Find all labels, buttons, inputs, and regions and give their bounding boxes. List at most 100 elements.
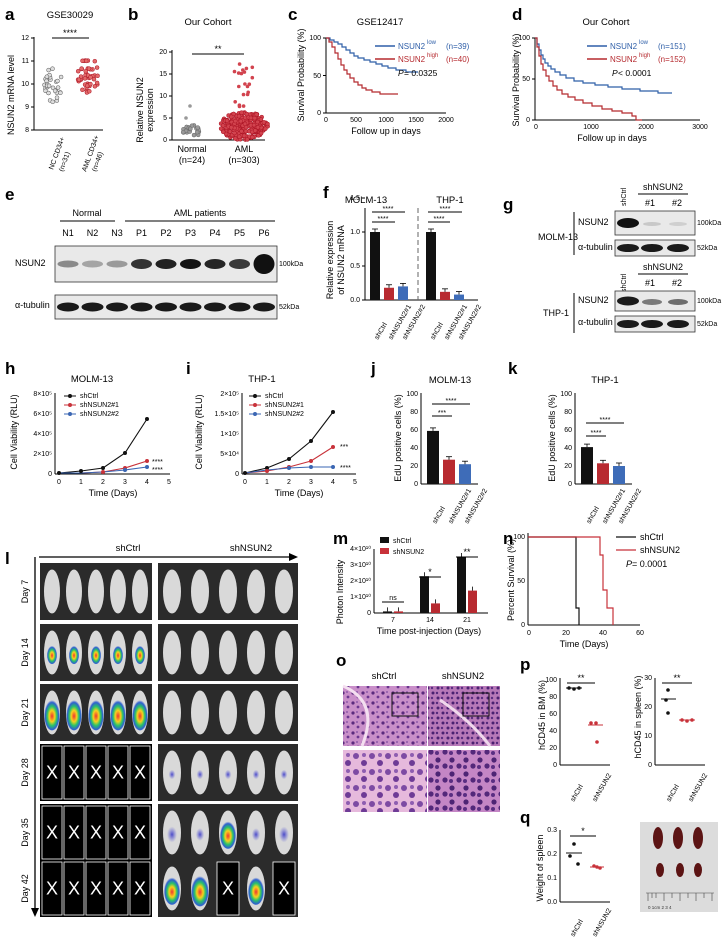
bar: [440, 291, 450, 300]
svg-text:4×10⁵: 4×10⁵: [33, 431, 52, 438]
svg-text:0: 0: [527, 630, 531, 637]
svg-text:1.5: 1.5: [350, 195, 360, 202]
panel-e-letter: e: [5, 185, 14, 204]
bar: [383, 611, 392, 613]
svg-text:**: **: [577, 673, 585, 683]
svg-text:100kDa: 100kDa: [697, 220, 721, 227]
data-point: [237, 62, 242, 66]
panel-l: l shCtrl shNSUN2 Day 7 Day 14 Day 21 Day 28…: [5, 543, 298, 917]
dead-mouse: [85, 861, 107, 916]
data-point: [95, 73, 100, 79]
panel-e-normal: Normal: [72, 208, 101, 218]
data-point: [239, 110, 244, 115]
svg-text:2: 2: [287, 479, 291, 486]
svg-text:100: 100: [513, 534, 525, 541]
panel-f-cell2: THP-1: [436, 195, 463, 206]
panel-l-letter: l: [5, 549, 10, 568]
svg-text:shNSUN2: shNSUN2: [592, 907, 614, 938]
bioluminescence: [247, 876, 265, 905]
data-point: [94, 80, 100, 86]
data-point: [86, 66, 92, 71]
svg-text:0: 0: [568, 481, 572, 488]
svg-text:1.0: 1.0: [350, 229, 360, 236]
bioluminescence: [219, 820, 237, 849]
dead-mark: X: [90, 823, 102, 843]
data-point: [245, 137, 250, 142]
dead-mouse: [107, 745, 129, 800]
data-point: [233, 118, 238, 124]
svg-text:shCtrl: shCtrl: [570, 783, 585, 803]
data-point: [244, 111, 250, 117]
svg-text:2000: 2000: [638, 124, 654, 131]
dead-mark: X: [68, 879, 80, 899]
bar-label: shCtrl: [432, 505, 447, 525]
spleens: [653, 827, 703, 877]
data-point: [58, 90, 63, 96]
panel-n-letter: n: [503, 529, 513, 548]
band: [155, 259, 177, 269]
svg-text:5: 5: [163, 115, 167, 122]
svg-text:= 0.0325: = 0.0325: [404, 68, 438, 78]
svg-text:1: 1: [265, 479, 269, 486]
dead-mark: X: [46, 823, 58, 843]
svg-text:1000: 1000: [378, 117, 394, 124]
lane-label: P3: [185, 228, 196, 238]
panel-p-ylabel-2: hCD45 in spleen (%): [633, 675, 643, 758]
dead-mark: X: [46, 879, 58, 899]
band: [253, 302, 275, 312]
dead-mouse: [107, 861, 129, 916]
panel-j-letter: j: [370, 359, 376, 378]
data-point: [43, 88, 48, 94]
data-point: [241, 104, 246, 108]
data-point: [255, 125, 261, 130]
data-point: [255, 119, 260, 125]
panel-k-title: THP-1: [591, 375, 618, 386]
panel-g-shnsun2-1: shNSUN2: [643, 182, 683, 192]
data-point: [46, 83, 52, 89]
svg-text:2000: 2000: [438, 117, 454, 124]
svg-text:shCtrl: shCtrl: [80, 393, 99, 400]
lane-label: P6: [258, 228, 269, 238]
svg-text:0: 0: [48, 471, 52, 478]
dead-mark: X: [278, 879, 290, 899]
dead-mark: X: [222, 879, 234, 899]
band: [229, 259, 250, 269]
panel-e-bands-nsun2: [57, 254, 275, 274]
bar: [398, 286, 408, 300]
svg-text:(n=40): (n=40): [446, 55, 470, 64]
panel-j-ylabel: EdU positive cells (%): [393, 394, 403, 482]
svg-text:α-tubulin: α-tubulin: [578, 242, 613, 252]
bar: [457, 557, 466, 613]
svg-text:#2: #2: [672, 198, 682, 208]
dead-mouse: [63, 805, 85, 860]
svg-text:*: *: [428, 567, 432, 577]
panel-f-yticks: 0.0 0.5 1.0 1.5: [350, 195, 365, 304]
dead-mouse: [41, 861, 63, 916]
svg-text:15: 15: [159, 71, 167, 78]
svg-text:1×10⁵: 1×10⁵: [220, 431, 239, 438]
data-point: [265, 121, 270, 127]
svg-text:100: 100: [560, 391, 572, 398]
data-point: [227, 129, 233, 134]
panel-e-lanes: N1 N2 N3 P1 P2 P3 P4 P5 P6: [62, 228, 269, 238]
svg-text:0.1: 0.1: [547, 875, 557, 882]
bar: [459, 464, 471, 484]
svg-text:100kDa: 100kDa: [697, 298, 721, 305]
panel-m-ylabel: Photon Intensity: [335, 559, 345, 624]
data-point: [237, 84, 241, 89]
dead-mark: X: [134, 823, 146, 843]
svg-text:60: 60: [636, 630, 644, 637]
band: [180, 259, 201, 269]
lane-label: N1: [62, 228, 74, 238]
data-point: [50, 99, 55, 105]
panel-n: n Percent Survival (%) 0 50 100 0 20 40 …: [503, 529, 680, 649]
svg-text:0: 0: [243, 479, 247, 486]
panel-h: h MOLM-13 Cell Viability (RLU) 0 2×10⁵ 4…: [5, 359, 171, 498]
data-point: [88, 75, 93, 80]
dead-mouse: [129, 861, 151, 916]
svg-text:****: ****: [446, 398, 457, 405]
bioluminescence: [68, 644, 80, 665]
histology-shctrl-high: [343, 750, 427, 812]
data-point: [248, 115, 254, 121]
bioluminescence: [46, 644, 58, 665]
